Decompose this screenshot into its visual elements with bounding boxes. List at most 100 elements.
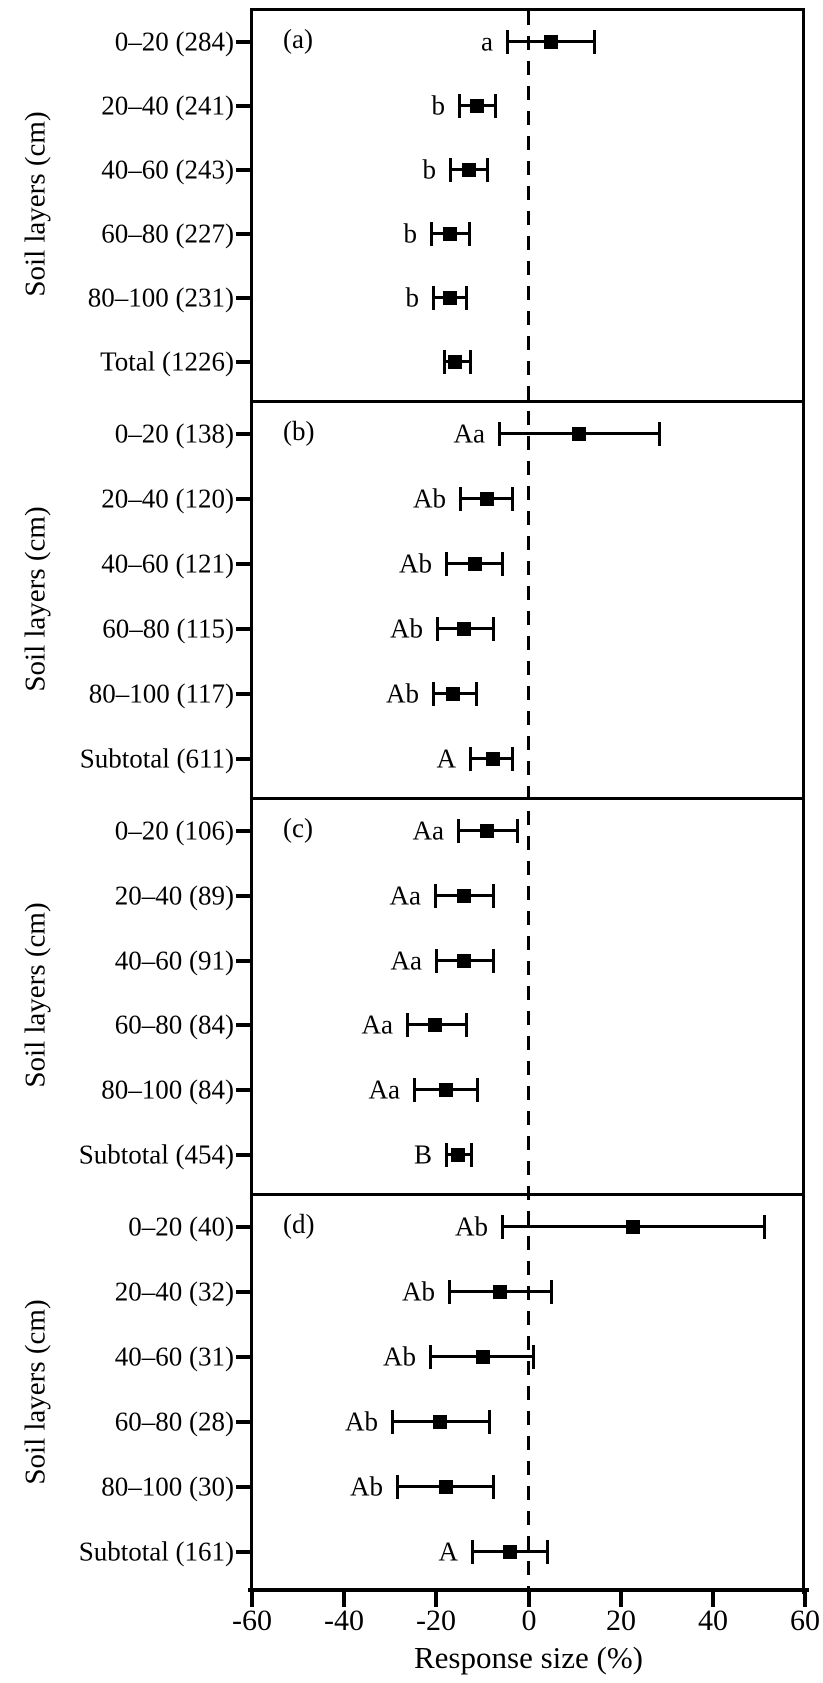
row-label: Subtotal (161)	[78, 1536, 234, 1567]
error-bar-cap-right	[511, 747, 514, 771]
x-tick-label: 60	[790, 1604, 820, 1637]
row-label: 40–60 (121)	[101, 548, 234, 579]
error-bar-cap-left	[506, 30, 509, 54]
y-axis-tick	[236, 432, 252, 436]
error-bar-cap-right	[494, 94, 497, 118]
panel-letter: (d)	[283, 1209, 315, 1239]
significance-letter: A	[436, 743, 457, 774]
significance-letter: b	[403, 218, 418, 249]
error-bar-cap-right	[492, 884, 495, 908]
significance-letter: Ab	[413, 483, 446, 514]
significance-letter: Ab	[383, 1341, 416, 1372]
error-bar-cap-right	[516, 819, 519, 843]
plot-border-top	[250, 8, 805, 11]
data-point-marker	[457, 622, 471, 636]
error-bar-cap-left	[471, 1540, 474, 1564]
error-bar-cap-right	[546, 1540, 549, 1564]
y-axis-tick	[236, 1485, 252, 1489]
row-label: 80–100 (231)	[87, 282, 234, 313]
error-bar-cap-left	[445, 1143, 448, 1167]
significance-letter: B	[413, 1139, 432, 1170]
error-bar-cap-left	[501, 1215, 504, 1239]
error-bar-cap-left	[429, 1345, 432, 1369]
x-tick-label: 0	[521, 1604, 537, 1637]
error-bar-cap-right	[532, 1345, 535, 1369]
error-bar-cap-left	[432, 286, 435, 310]
x-tick-label: -40	[324, 1604, 364, 1637]
x-tick-label: 20	[606, 1604, 636, 1637]
significance-letter: b	[431, 90, 446, 121]
error-bar-cap-left	[443, 350, 446, 374]
error-bar-cap-right	[658, 422, 661, 446]
data-point-marker	[470, 99, 484, 113]
data-point-marker	[480, 492, 494, 506]
panel-letter: (c)	[283, 813, 313, 843]
data-point-marker	[439, 1083, 453, 1097]
x-axis-title: Response size (%)	[414, 1640, 643, 1675]
y-axis-tick	[236, 627, 252, 631]
row-label: 60–80 (227)	[101, 218, 234, 249]
significance-letter: b	[422, 154, 437, 185]
error-bar-cap-left	[458, 94, 461, 118]
data-point-marker	[462, 163, 476, 177]
error-bar-cap-right	[465, 286, 468, 310]
significance-letter: Ab	[386, 678, 419, 709]
row-label: Subtotal (454)	[78, 1139, 234, 1170]
x-axis-tick	[250, 1592, 254, 1607]
significance-letter: Ab	[402, 1276, 435, 1307]
error-bar-cap-left	[448, 1280, 451, 1304]
error-bar-cap-left	[432, 682, 435, 706]
data-point-marker	[572, 427, 586, 441]
data-point-marker	[480, 824, 494, 838]
data-point-marker	[448, 355, 462, 369]
y-axis-tick	[236, 1225, 252, 1229]
y-axis-tick	[236, 692, 252, 696]
zero-reference-line	[527, 11, 530, 1588]
data-point-marker	[443, 291, 457, 305]
error-bar-cap-left	[436, 617, 439, 641]
error-bar-cap-right	[492, 617, 495, 641]
y-axis-tick	[236, 497, 252, 501]
row-label: 40–60 (243)	[101, 154, 234, 185]
error-bar-cap-right	[476, 1078, 479, 1102]
data-point-marker	[451, 1148, 465, 1162]
y-axis-tick	[236, 296, 252, 300]
significance-letter: Ab	[455, 1211, 488, 1242]
significance-letter: Aa	[453, 418, 485, 449]
row-label: 20–40 (120)	[101, 483, 234, 514]
y-axis-tick	[236, 1420, 252, 1424]
y-axis-tick	[236, 104, 252, 108]
y-axis-label: Soil layers (cm)	[19, 111, 52, 297]
row-label: 80–100 (30)	[101, 1471, 234, 1502]
y-axis-label: Soil layers (cm)	[19, 902, 52, 1088]
significance-letter: Ab	[399, 548, 432, 579]
error-bar-cap-left	[435, 949, 438, 973]
error-bar-cap-left	[434, 884, 437, 908]
error-bar-cap-right	[475, 682, 478, 706]
y-axis-tick	[236, 232, 252, 236]
data-point-marker	[443, 227, 457, 241]
panel-letter: (b)	[283, 416, 315, 446]
significance-letter: Aa	[390, 945, 422, 976]
plot-border-right	[802, 8, 805, 1594]
y-axis-tick	[236, 562, 252, 566]
y-axis-tick	[236, 1023, 252, 1027]
row-label: 60–80 (115)	[102, 613, 234, 644]
row-label: 0–20 (40)	[128, 1211, 234, 1242]
row-label: 60–80 (28)	[114, 1406, 234, 1437]
error-bar-cap-left	[396, 1475, 399, 1499]
error-bar-cap-right	[486, 158, 489, 182]
data-point-marker	[433, 1415, 447, 1429]
error-bar-cap-left	[430, 222, 433, 246]
y-axis-tick	[236, 894, 252, 898]
row-label: 40–60 (31)	[114, 1341, 234, 1372]
panel-letter: (a)	[283, 24, 313, 54]
x-axis-line	[248, 1588, 809, 1592]
error-bar-cap-left	[413, 1078, 416, 1102]
error-bar-cap-left	[469, 747, 472, 771]
error-bar-cap-left	[459, 487, 462, 511]
y-axis-tick	[236, 168, 252, 172]
y-axis-tick	[236, 829, 252, 833]
